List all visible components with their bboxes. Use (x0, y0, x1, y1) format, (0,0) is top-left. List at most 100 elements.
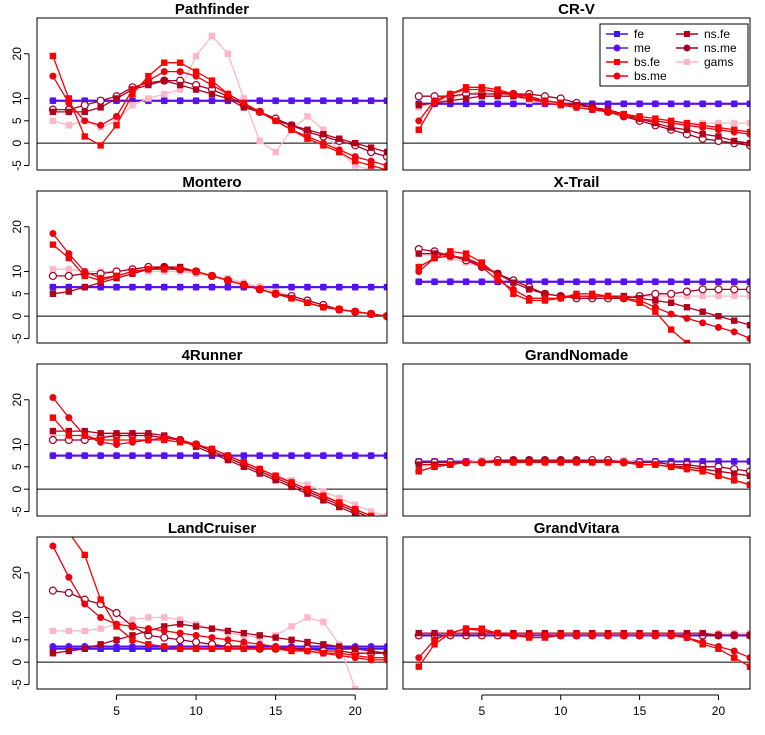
point-me (651, 100, 659, 108)
point-ns-fe (208, 90, 216, 98)
point-gams (240, 95, 248, 102)
point-bs-fe (431, 99, 438, 107)
point-ns-fe (715, 312, 722, 320)
point-me (620, 100, 628, 108)
point-bs-me (49, 394, 57, 402)
point-ns-fe (525, 286, 533, 293)
point-bs-fe (50, 516, 56, 522)
y-tick-label: 0 (10, 140, 24, 147)
point-me (49, 452, 57, 460)
point-ns-fe (304, 490, 311, 497)
point-bs-fe (620, 110, 628, 118)
point-me (319, 97, 327, 105)
point-me (240, 452, 248, 460)
point-me (509, 100, 517, 108)
point-me (636, 100, 644, 108)
point-bs-fe (208, 445, 216, 453)
point-bs-fe (699, 641, 706, 648)
panel-frame (402, 536, 751, 690)
series-group (48, 516, 387, 689)
point-bs-fe (604, 459, 612, 466)
point-bs-fe (81, 432, 88, 439)
point-ns-fe (49, 290, 57, 298)
point-me (319, 452, 327, 460)
point-bs-fe (208, 645, 216, 652)
y-tick-label: 20 (10, 220, 24, 234)
point-ns-fe (49, 650, 57, 657)
point-ns-fe (746, 632, 750, 639)
point-ns-fe (240, 104, 248, 111)
point-ns-fe (731, 317, 738, 324)
point-me (176, 283, 184, 291)
point-bs-fe (683, 465, 691, 473)
point-me (335, 283, 343, 291)
legend-label-fe: fe (634, 27, 644, 41)
point-bs-me (415, 117, 423, 125)
series-line-bs-me (52, 70, 387, 167)
point-me (208, 97, 216, 105)
point-me (478, 100, 486, 108)
point-bs-fe (113, 122, 120, 129)
point-bs-fe (272, 472, 279, 479)
point-me (160, 283, 168, 291)
point-gams (351, 162, 359, 169)
point-ns-fe (320, 131, 327, 138)
point-gams (731, 292, 738, 300)
point-bs-fe (320, 492, 327, 500)
point-me (303, 283, 311, 291)
legend-marker-gams (684, 59, 690, 65)
point-me (730, 457, 738, 465)
point-bs-fe (336, 499, 343, 506)
point-bs-me (128, 622, 136, 630)
point-gams (176, 616, 184, 623)
point-gams (288, 623, 295, 630)
y-tick-label: 0 (10, 659, 24, 666)
point-me (667, 278, 675, 286)
point-gams (746, 292, 750, 300)
point-bs-fe (636, 113, 643, 120)
point-me (383, 452, 387, 460)
point-gams (97, 625, 104, 632)
point-ns-fe (731, 137, 738, 145)
point-me (113, 643, 121, 651)
point-bs-me (699, 319, 707, 327)
point-bs-fe (462, 625, 470, 632)
point-me (478, 278, 486, 286)
point-gams (81, 627, 88, 635)
point-bs-me (176, 629, 184, 637)
point-bs-fe (746, 481, 750, 488)
y-tick-label: -5 (10, 333, 24, 344)
point-me (746, 278, 750, 286)
point-bs-fe (557, 632, 564, 639)
point-ns-fe (81, 645, 88, 652)
point-bs-fe (541, 634, 549, 641)
point-ns-fe (731, 632, 738, 639)
point-bs-fe (462, 84, 470, 91)
point-bs-fe (192, 68, 200, 75)
point-me (730, 100, 738, 108)
point-bs-fe (383, 312, 387, 320)
point-bs-fe (667, 632, 675, 639)
point-bs-fe (604, 632, 612, 639)
point-ns-fe (683, 304, 691, 311)
point-me (351, 97, 359, 105)
legend-marker-me (613, 44, 621, 52)
panel-frame (402, 17, 751, 171)
point-bs-fe (541, 99, 549, 107)
point-ns-me (80, 101, 89, 110)
point-ns-fe (715, 133, 722, 140)
point-bs-fe (129, 268, 136, 275)
point-bs-fe (494, 272, 501, 280)
point-bs-fe (683, 634, 691, 641)
panel-grandnomade: GrandNomade (402, 347, 751, 517)
point-bs-fe (256, 286, 263, 293)
point-bs-me (746, 654, 750, 662)
panel-frame (36, 536, 388, 690)
point-ns-fe (65, 647, 73, 655)
point-me (49, 97, 57, 105)
series-line-bs-fe (418, 250, 688, 343)
point-bs-fe (447, 248, 454, 255)
point-bs-fe (699, 353, 705, 359)
point-bs-fe (604, 108, 612, 116)
point-me (335, 452, 343, 460)
